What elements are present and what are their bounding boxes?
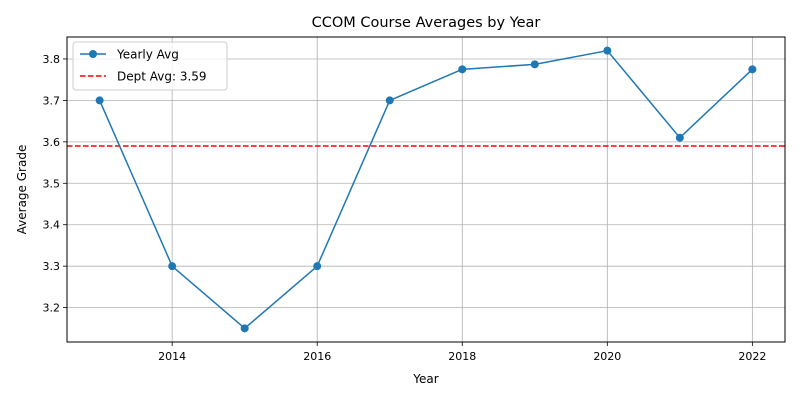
legend-box [72, 41, 228, 91]
y-tick-label: 3.6 [43, 136, 61, 149]
x-axis: 2014 2016 2018 2020 2022 [158, 342, 766, 363]
y-tick-label: 3.8 [43, 53, 61, 66]
chart-title: CCOM Course Averages by Year [312, 15, 541, 31]
data-point [748, 65, 757, 74]
y-tick-label: 3.7 [43, 94, 61, 107]
y-tick-label: 3.4 [43, 219, 61, 232]
x-tick-label: 2018 [448, 350, 476, 363]
x-tick-label: 2016 [303, 350, 331, 363]
legend-label-yearly-avg: Yearly Avg [116, 48, 179, 62]
data-point [458, 65, 467, 74]
data-point [530, 60, 539, 69]
y-axis-label: Average Grade [15, 145, 29, 235]
legend-marker-yearly-avg [89, 50, 97, 58]
plot-frame [66, 36, 786, 343]
data-point [675, 133, 684, 142]
y-tick-label: 3.5 [43, 177, 61, 190]
x-tick-label: 2022 [738, 350, 766, 363]
x-axis-label: Year [412, 372, 438, 386]
data-series [95, 46, 757, 333]
grid-lines [67, 37, 785, 342]
data-point [95, 96, 104, 105]
data-point [385, 96, 394, 105]
x-tick-label: 2020 [593, 350, 621, 363]
data-point [313, 262, 322, 271]
data-point [168, 262, 177, 271]
y-tick-label: 3.2 [43, 302, 61, 315]
legend: Yearly Avg Dept Avg: 3.59 [72, 41, 228, 91]
y-tick-label: 3.3 [43, 260, 61, 273]
legend-label-dept-avg: Dept Avg: 3.59 [117, 70, 207, 84]
x-tick-label: 2014 [158, 350, 186, 363]
series-line-yearly-avg [98, 49, 753, 330]
data-point [603, 46, 612, 55]
y-axis: 3.2 3.3 3.4 3.5 3.6 3.7 3.8 [43, 53, 67, 315]
data-point [240, 324, 249, 333]
